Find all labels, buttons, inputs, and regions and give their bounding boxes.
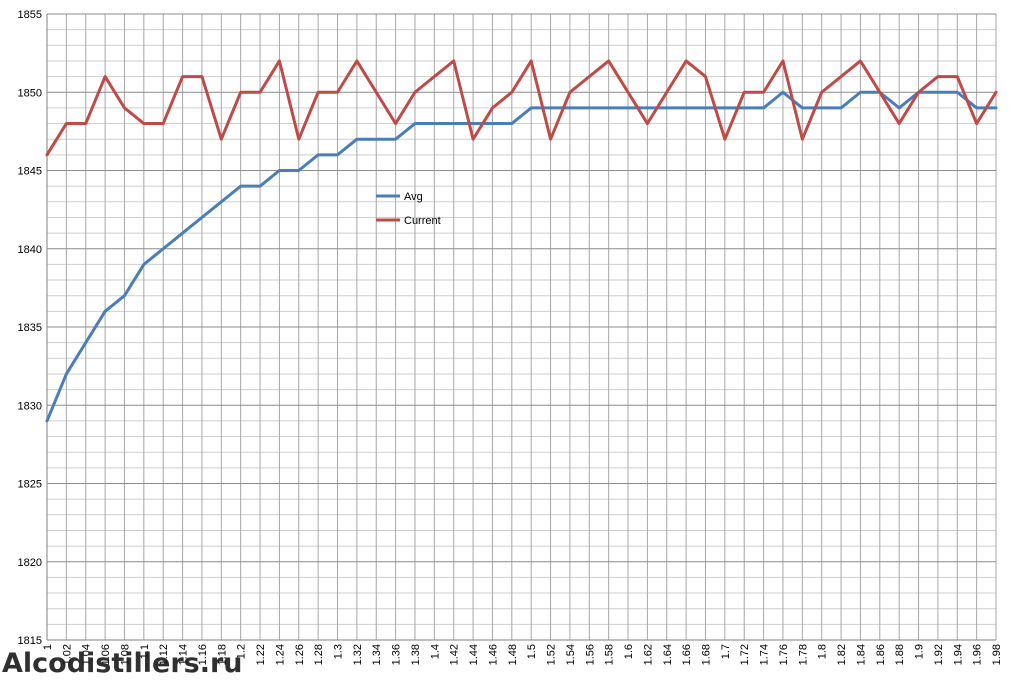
x-tick-label: 1.52	[546, 644, 558, 665]
y-tick-label: 1855	[18, 9, 42, 21]
legend-label-avg: Avg	[404, 191, 423, 203]
x-tick-label: 1.6	[623, 644, 635, 659]
x-tick-label: 1.86	[875, 644, 887, 665]
x-tick-label: 1.08	[119, 644, 131, 665]
y-tick-label: 1850	[18, 87, 42, 99]
axes	[46, 14, 996, 641]
x-tick-label: 1.68	[700, 644, 712, 665]
x-tick-label: 1.28	[313, 644, 325, 665]
x-tick-label: 1.62	[642, 644, 654, 665]
y-axis-tick-labels: 1815 1820 1825 1830 1835 1840 1845 1850 1855	[18, 9, 42, 647]
x-tick-label: 1.24	[274, 644, 286, 665]
x-tick-label: 1.4	[429, 644, 441, 659]
series-lines	[45, 59, 998, 423]
x-axis-tick-labels: 1 1.02 1.04 1.06 1.08 1.1 1.12 1.14 1.16 1.18 1.2 1…	[42, 644, 1003, 665]
series-line-current	[45, 59, 998, 157]
x-tick-label: 1.88	[894, 644, 906, 665]
x-tick-label: 1.38	[410, 644, 422, 665]
x-tick-label: 1.26	[294, 644, 306, 665]
x-tick-label: 1.3	[333, 644, 345, 659]
y-tick-label: 1830	[18, 400, 42, 412]
x-tick-label: 1.1	[139, 644, 151, 659]
x-tick-label: 1.82	[836, 644, 848, 665]
x-tick-label: 1.5	[526, 644, 538, 659]
x-tick-label: 1.04	[81, 644, 93, 665]
x-tick-label: 1.2	[236, 644, 248, 659]
x-tick-label: 1.34	[371, 644, 383, 665]
x-tick-label: 1.74	[759, 644, 771, 665]
x-tick-label: 1.14	[178, 644, 190, 665]
x-tick-label: 1.22	[255, 644, 267, 665]
y-tick-label: 1835	[18, 322, 42, 334]
x-tick-label: 1	[42, 644, 54, 650]
x-tick-label: 1.02	[61, 644, 73, 665]
series-line-avg	[45, 90, 998, 423]
legend-label-current: Current	[404, 215, 441, 227]
x-tick-label: 1.06	[100, 644, 112, 665]
x-tick-label: 1.76	[778, 644, 790, 665]
x-tick-label: 1.9	[914, 644, 926, 659]
x-tick-label: 1.44	[468, 644, 480, 665]
legend: Avg Current	[376, 191, 441, 227]
x-tick-label: 1.36	[391, 644, 403, 665]
y-tick-label: 1820	[18, 557, 42, 569]
x-tick-label: 1.94	[952, 644, 964, 665]
y-tick-label: 1840	[18, 244, 42, 256]
x-tick-label: 1.7	[720, 644, 732, 659]
watermark-text: Alcodistillers.ru	[2, 648, 243, 679]
x-tick-label: 1.92	[933, 644, 945, 665]
x-tick-label: 1.46	[487, 644, 499, 665]
x-tick-label: 1.56	[584, 644, 596, 665]
x-tick-label: 1.66	[681, 644, 693, 665]
x-tick-label: 1.18	[216, 644, 228, 665]
x-tick-label: 1.78	[797, 644, 809, 665]
x-tick-label: 1.8	[817, 644, 829, 659]
x-tick-label: 1.84	[855, 644, 867, 665]
x-tick-label: 1.96	[972, 644, 984, 665]
x-tick-label: 1.12	[158, 644, 170, 665]
x-tick-label: 1.32	[352, 644, 364, 665]
y-tick-label: 1825	[18, 479, 42, 491]
y-tick-label: 1845	[18, 166, 42, 178]
x-tick-label: 1.72	[739, 644, 751, 665]
x-tick-label: 1.98	[991, 644, 1003, 665]
x-tick-label: 1.48	[507, 644, 519, 665]
x-tick-label: 1.64	[662, 644, 674, 665]
x-tick-label: 1.42	[449, 644, 461, 665]
x-tick-label: 1.54	[565, 644, 577, 665]
x-tick-label: 1.58	[604, 644, 616, 665]
y-tick-label: 1815	[18, 635, 42, 647]
x-tick-label: 1.16	[197, 644, 209, 665]
